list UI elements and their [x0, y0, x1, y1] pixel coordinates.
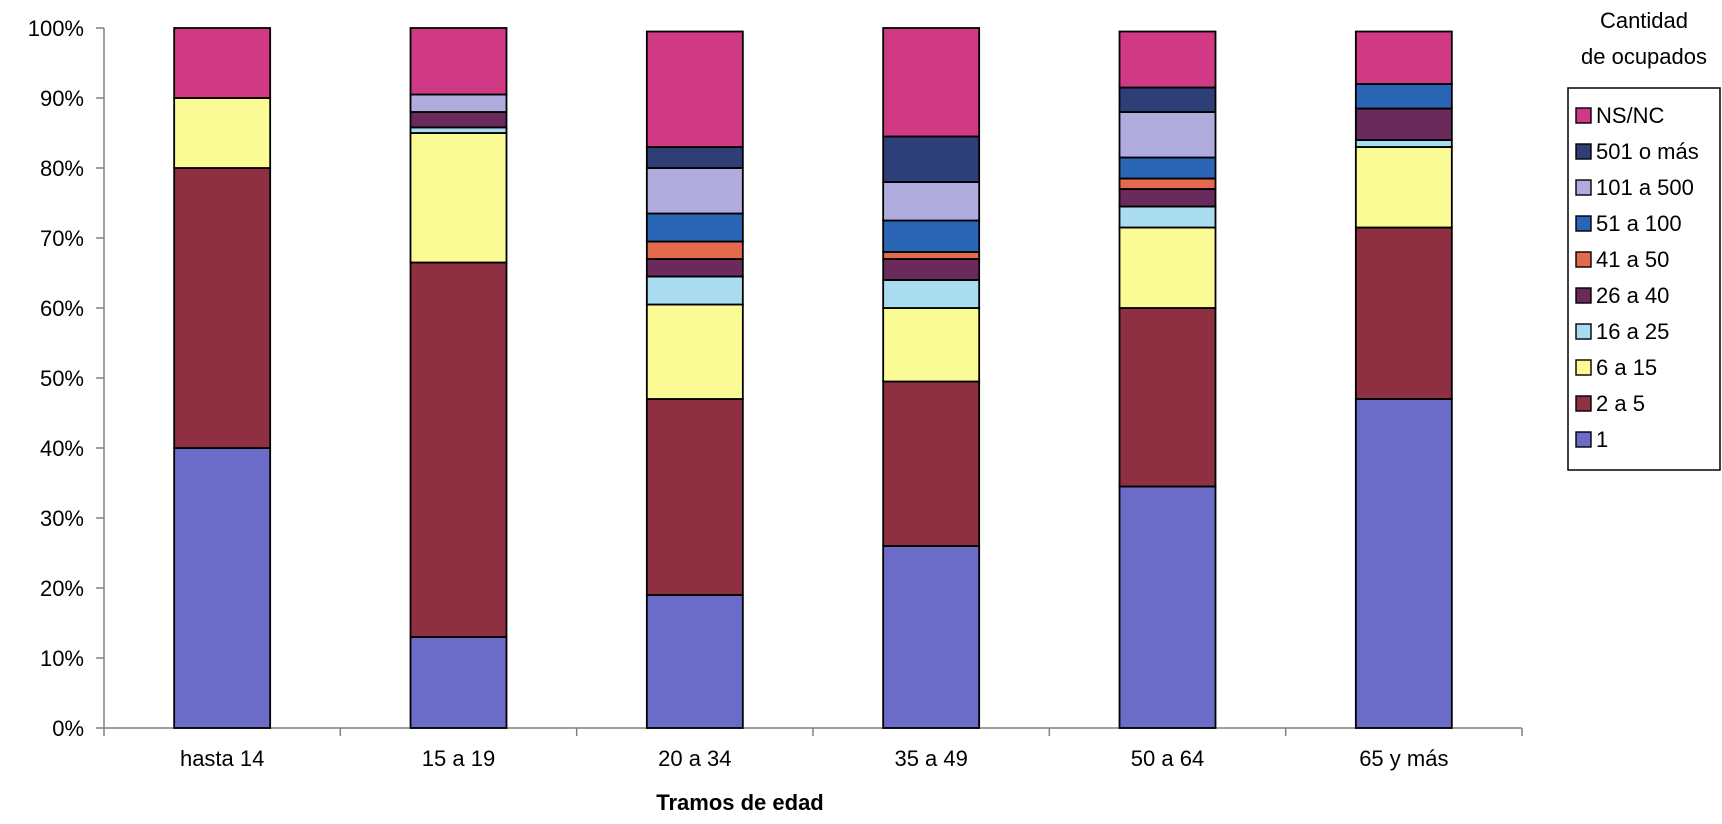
- legend-swatch: [1575, 323, 1592, 340]
- bar-segment: [645, 30, 744, 148]
- legend-swatch: [1575, 431, 1592, 448]
- bar-stack: [173, 27, 272, 729]
- bar-segment: [409, 111, 508, 129]
- bar-segment: [1354, 226, 1453, 400]
- y-tick-label: 100%: [28, 16, 84, 41]
- bar-segment: [1354, 398, 1453, 729]
- y-tick-label: 0%: [52, 716, 84, 741]
- bar-segment: [645, 398, 744, 596]
- x-tick-label: hasta 14: [180, 746, 264, 771]
- y-tick-label: 10%: [40, 646, 84, 671]
- bar-segment: [882, 135, 981, 183]
- bar-stack: [409, 27, 508, 729]
- bar-segment: [1118, 177, 1217, 190]
- bar-stack: [1118, 30, 1217, 729]
- x-tick-label: 20 a 34: [658, 746, 731, 771]
- bar-segment: [1118, 156, 1217, 180]
- bar-segment: [409, 27, 508, 96]
- y-tick-label: 60%: [40, 296, 84, 321]
- y-tick-label: 70%: [40, 226, 84, 251]
- legend: Cantidad de ocupados NS/NC 501 o más 101 a 5…: [1567, 8, 1721, 471]
- bar-segment: [882, 307, 981, 383]
- bar-segment: [645, 303, 744, 400]
- x-axis: hasta 14 15 a 19 20 a 34 35 a 49 50 a 64 65 y…: [103, 727, 1523, 771]
- y-tick-label: 80%: [40, 156, 84, 181]
- bar-segment: [1118, 188, 1217, 208]
- bar-segment: [645, 240, 744, 260]
- bar-segment: [882, 258, 981, 281]
- bar-segment: [645, 594, 744, 729]
- bar-segment: [173, 27, 272, 99]
- legend-label: 16 a 25: [1596, 319, 1669, 344]
- x-tick-label: 50 a 64: [1131, 746, 1204, 771]
- legend-swatch: [1575, 287, 1592, 304]
- bar-segment: [1118, 226, 1217, 309]
- bar-segment: [882, 219, 981, 253]
- legend-label: 2 a 5: [1596, 391, 1645, 416]
- bar-segment: [1354, 107, 1453, 141]
- y-axis: 0% 10% 20% 30% 40% 50% 60% 70% 80% 90% 100%: [28, 16, 105, 741]
- legend-label: 101 a 500: [1596, 175, 1694, 200]
- bar-segment: [645, 146, 744, 169]
- bar-segment: [409, 132, 508, 264]
- bar-segment: [882, 181, 981, 222]
- y-tick-label: 20%: [40, 576, 84, 601]
- bar-segment: [173, 97, 272, 169]
- bar-segment: [1118, 205, 1217, 229]
- legend-label: 501 o más: [1596, 139, 1699, 164]
- legend-title: Cantidad: [1600, 8, 1688, 33]
- bar-segment: [645, 275, 744, 306]
- legend-swatch: [1575, 395, 1592, 412]
- y-tick-label: 40%: [40, 436, 84, 461]
- x-tick-label: 65 y más: [1359, 746, 1448, 771]
- legend-label: 1: [1596, 427, 1608, 452]
- legend-box: [1567, 87, 1721, 471]
- legend-label: 6 a 15: [1596, 355, 1657, 380]
- bar-segment: [1354, 83, 1453, 110]
- bar-segment: [1118, 307, 1217, 488]
- bar-segment: [882, 545, 981, 729]
- legend-swatch: [1575, 359, 1592, 376]
- bar-segment: [409, 261, 508, 638]
- bar-segment: [173, 447, 272, 729]
- bars: [173, 27, 1453, 729]
- bar-segment: [173, 167, 272, 449]
- bar-stack: [1354, 30, 1453, 729]
- bar-segment: [1118, 30, 1217, 89]
- legend-label: NS/NC: [1596, 103, 1665, 128]
- bar-segment: [882, 279, 981, 309]
- bar-stack: [645, 30, 744, 729]
- x-axis-title: Tramos de edad: [656, 790, 824, 815]
- bar-segment: [645, 258, 744, 278]
- legend-title: de ocupados: [1581, 44, 1707, 69]
- legend-swatch: [1575, 179, 1592, 196]
- bar-segment: [1118, 485, 1217, 729]
- bar-segment: [1354, 146, 1453, 229]
- bar-stack: [882, 27, 981, 729]
- bar-segment: [882, 251, 981, 260]
- x-tick-label: 15 a 19: [422, 746, 495, 771]
- bar-segment: [409, 636, 508, 729]
- bar-segment: [1118, 86, 1217, 113]
- y-tick-label: 90%: [40, 86, 84, 111]
- bar-segment: [645, 212, 744, 243]
- bar-segment: [409, 93, 508, 113]
- legend-swatch: [1575, 251, 1592, 268]
- legend-swatch: [1575, 143, 1592, 160]
- legend-swatch: [1575, 107, 1592, 124]
- bar-segment: [1354, 30, 1453, 85]
- legend-label: 51 a 100: [1596, 211, 1682, 236]
- legend-label: 26 a 40: [1596, 283, 1669, 308]
- legend-label: 41 a 50: [1596, 247, 1669, 272]
- legend-swatch: [1575, 215, 1592, 232]
- bar-segment: [645, 167, 744, 215]
- x-tick-label: 35 a 49: [894, 746, 967, 771]
- bar-segment: [1354, 139, 1453, 148]
- y-tick-label: 30%: [40, 506, 84, 531]
- bar-segment: [882, 380, 981, 547]
- bar-segment: [1118, 111, 1217, 159]
- bar-segment: [882, 27, 981, 138]
- y-tick-label: 50%: [40, 366, 84, 391]
